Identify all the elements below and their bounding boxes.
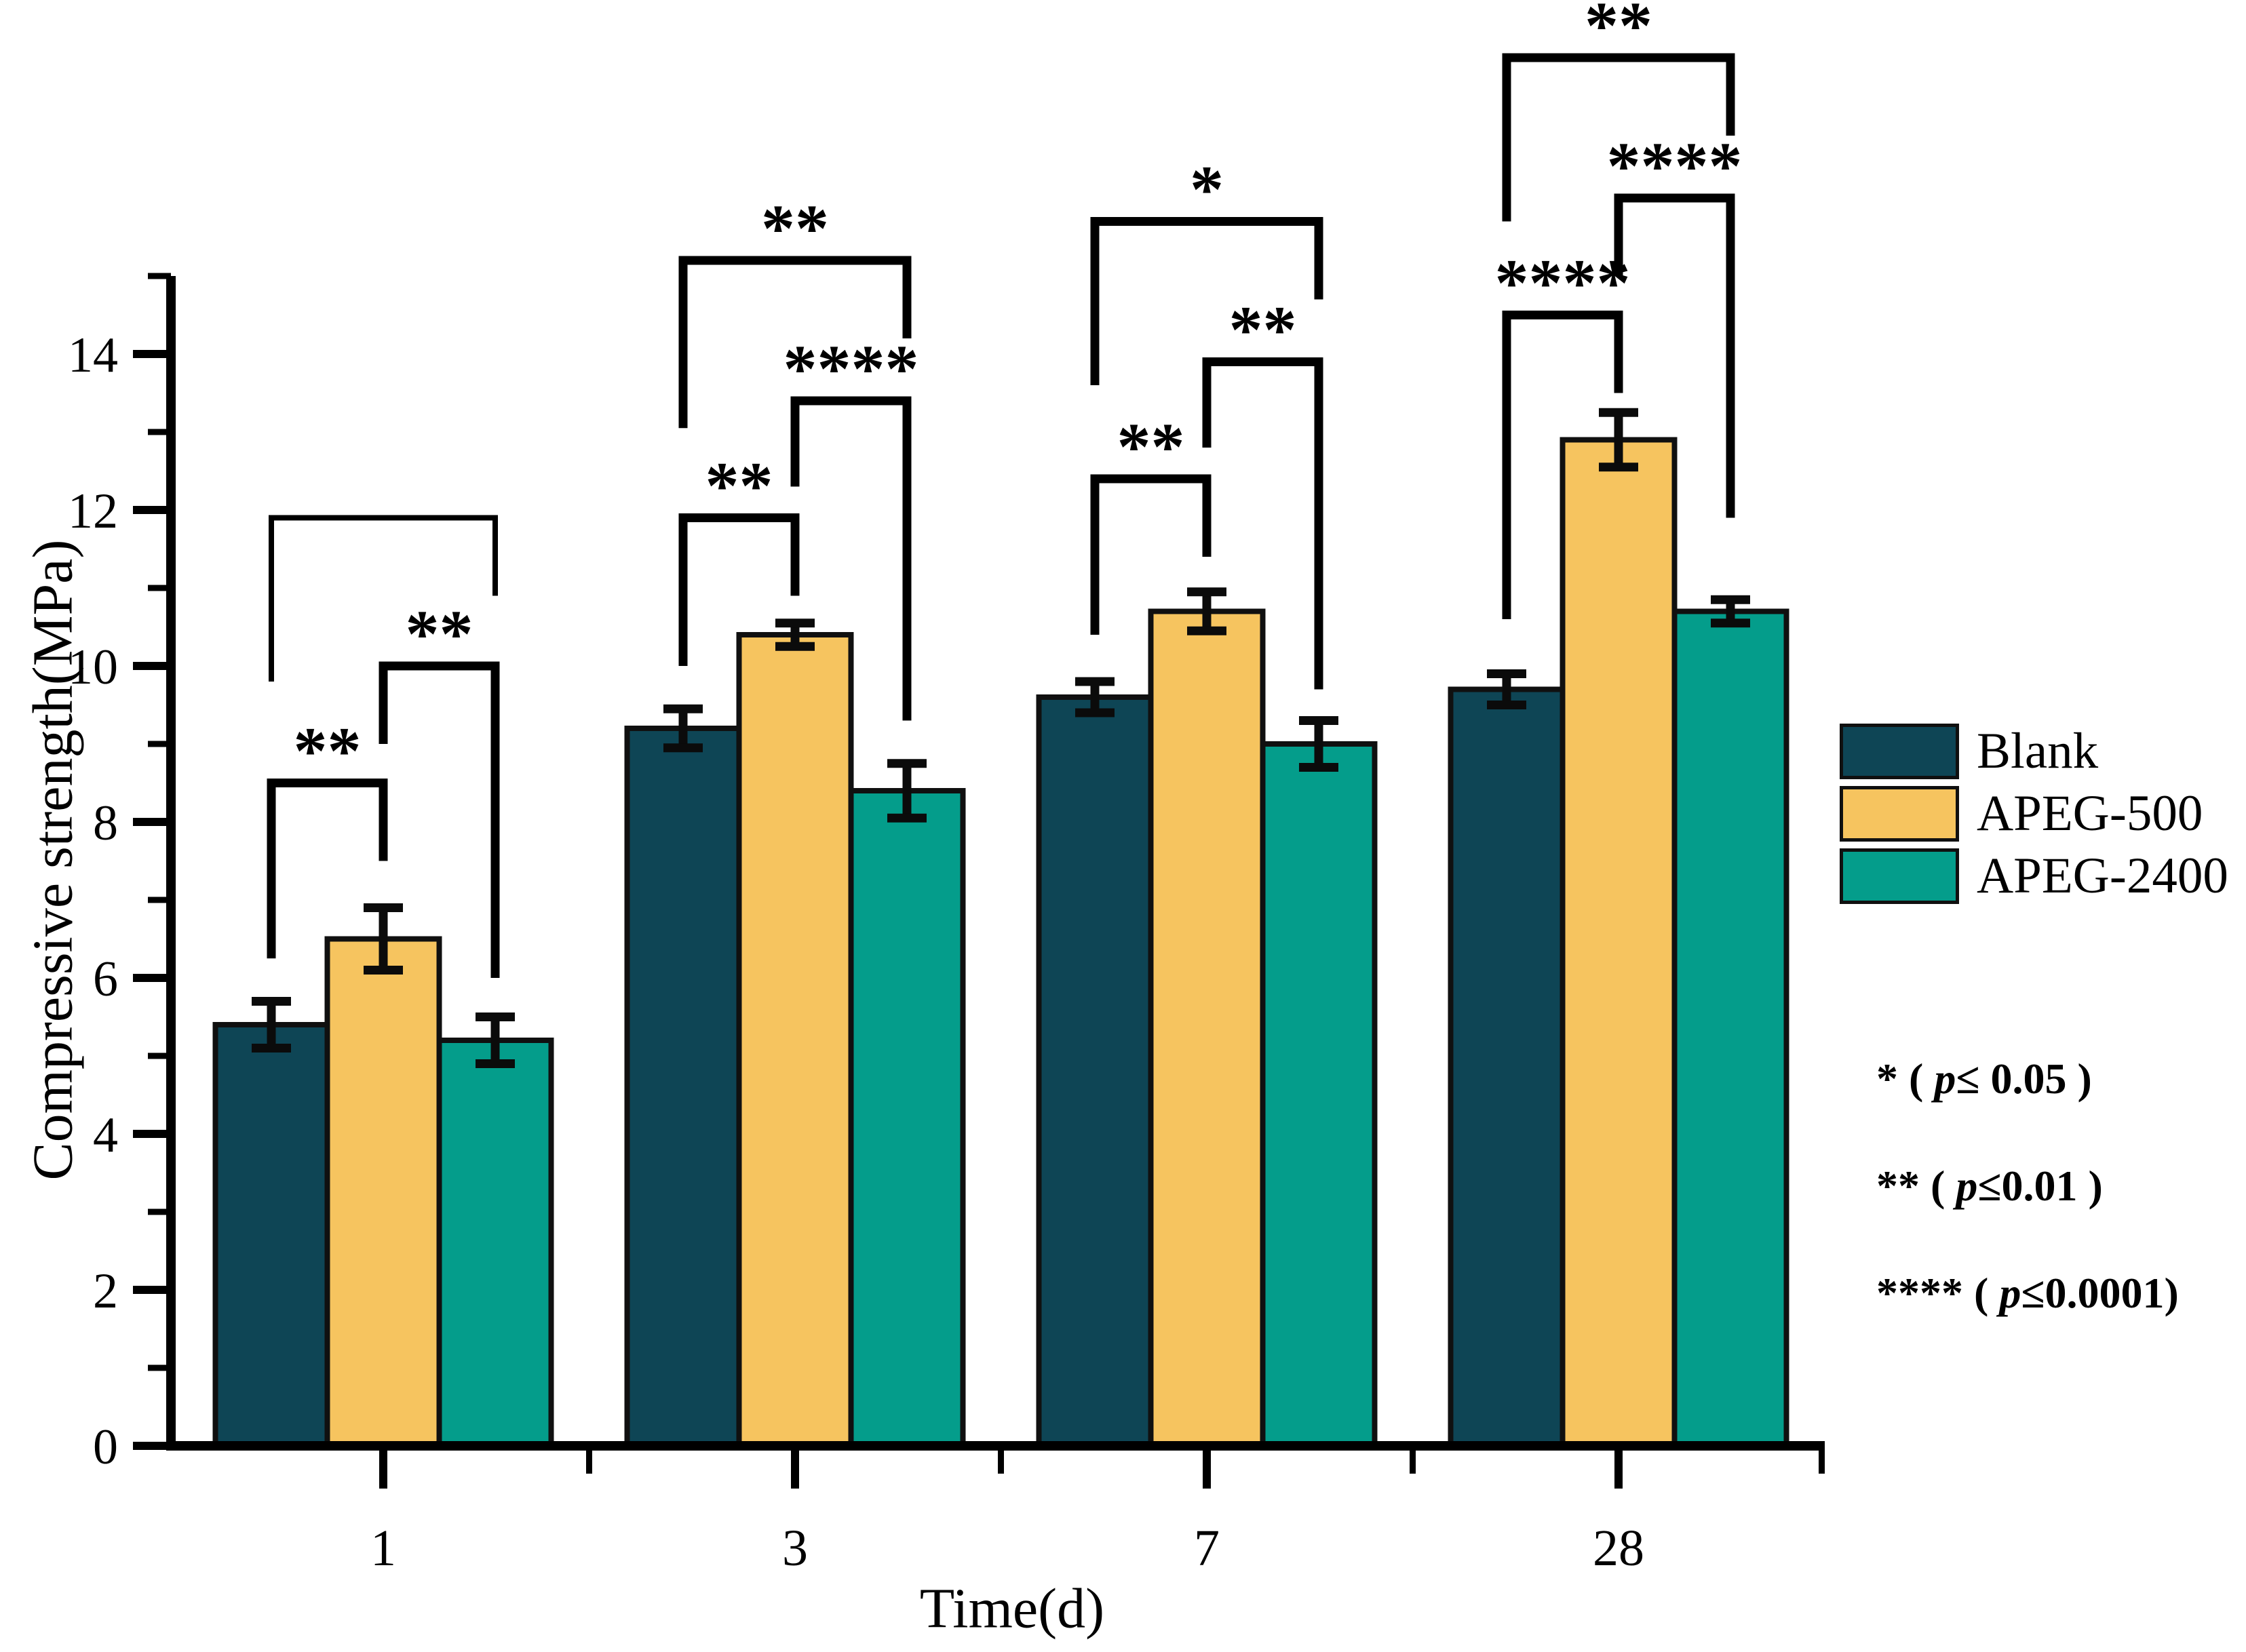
significance-key: * ( p≤ 0.05 ) ** ( p≤0.01 ) **** ( p≤0.000… [1876,1025,2179,1347]
bar-apeg-2400-day28 [1671,608,1789,1449]
y-tick-label-4: 4 [93,1107,118,1163]
y-tick-label-12: 12 [68,484,118,539]
legend-label-apeg-2400: APEG-2400 [1977,848,2228,904]
bar-apeg-500-day3 [736,632,854,1449]
x-axis-title: Time(d) [919,1577,1105,1640]
significance-bracket-day1-2-stars: ** [294,713,362,789]
bar-blank-day1 [212,1022,330,1449]
significance-bracket-day3-1-stars: **** [783,331,919,406]
y-axis-title: Compressive strength(MPa) [21,539,85,1181]
bar-blank-day7 [1036,694,1154,1449]
significance-bracket-day3-2-stars: ** [705,448,773,524]
bar-apeg-500-day1 [324,936,442,1449]
legend-swatch-apeg-500 [1840,786,1959,842]
significance-bracket-day28-1-stars: **** [1607,128,1743,203]
bar-apeg-500-day28 [1560,437,1678,1449]
y-tick-label-0: 0 [93,1419,118,1475]
significance-note-2: ** ( p≤0.01 ) [1876,1162,2103,1210]
bar-blank-day28 [1448,686,1566,1449]
x-tick-label-28: 28 [1593,1520,1644,1577]
significance-note-3: **** ( p≤0.0001) [1876,1269,2179,1317]
y-tick-label-6: 6 [93,951,118,1007]
significance-bracket-day1-1-stars: ** [406,596,473,671]
legend-swatch-blank [1840,724,1959,779]
bar-apeg-2400-day3 [848,788,966,1449]
legend-label-apeg-500: APEG-500 [1977,785,2203,842]
x-tick-label-7: 7 [1194,1520,1220,1577]
bar-blank-day3 [624,726,742,1449]
bar-apeg-2400-day7 [1260,741,1378,1449]
chart-legend: Blank APEG-500 APEG-2400 [1840,720,2228,907]
legend-item-blank: Blank [1840,720,2228,783]
significance-bracket-day28-2-stars: **** [1495,245,1631,321]
x-tick-label-1: 1 [370,1520,396,1577]
significance-bracket-day7-0-stars: * [1190,152,1224,227]
significance-bracket-day28-0-stars: ** [1585,0,1652,63]
significance-bracket-day7-2-stars: ** [1117,409,1185,484]
legend-item-apeg-2400: APEG-2400 [1840,845,2228,907]
y-tick-label-14: 14 [68,328,118,383]
y-tick-label-8: 8 [93,795,118,851]
legend-label-blank: Blank [1977,723,2099,779]
legend-item-apeg-500: APEG-500 [1840,783,2228,845]
y-tick-label-10: 10 [68,640,118,695]
legend-swatch-apeg-2400 [1840,848,1959,904]
y-tick-label-2: 2 [93,1263,118,1319]
significance-bracket-day3-0-stars: ** [761,191,829,266]
significance-note-1: * ( p≤ 0.05 ) [1876,1055,2092,1103]
x-tick-label-3: 3 [782,1520,808,1577]
bar-apeg-2400-day1 [436,1038,554,1449]
significance-bracket-day7-1-stars: ** [1229,292,1297,368]
bar-apeg-500-day7 [1148,608,1266,1449]
